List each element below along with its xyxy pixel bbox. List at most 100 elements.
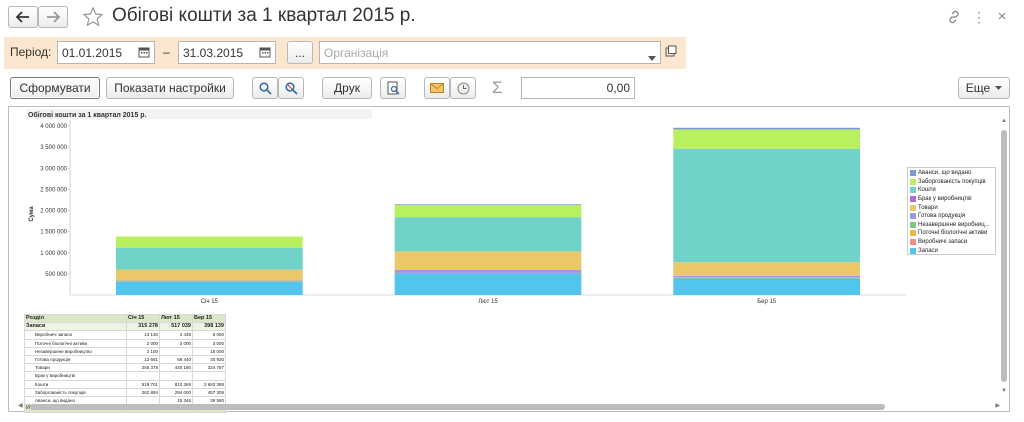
chart-title: Обігові кошти за 1 квартал 2015 р. [28, 111, 147, 119]
table-cell: 2 000 [126, 338, 160, 348]
generate-button[interactable]: Сформувати [10, 77, 100, 99]
table-cell: 315 278 [126, 322, 160, 332]
table-header-cell: Січ 15 [126, 313, 160, 324]
table-row: Незавершене виробництво 2 100 15 000 [24, 346, 226, 356]
scroll-down-icon[interactable]: ▼ [1001, 388, 1007, 394]
chevron-down-icon [995, 86, 1003, 90]
open-organization-icon[interactable] [665, 45, 679, 59]
calendar-icon[interactable] [259, 46, 271, 61]
legend-swatch [910, 247, 916, 254]
legend-item: Готова продукція [910, 212, 995, 221]
table-header-row: Розділ Січ 15 Лют 15 Бер 15 [24, 313, 226, 324]
table-row: Брак у виробництві [24, 371, 226, 381]
legend-swatch [910, 239, 916, 246]
bar-segment[interactable] [673, 262, 861, 276]
bar-segment[interactable] [394, 204, 582, 218]
x-tick-label: Бер 15 [757, 299, 777, 305]
table-cell: 2 683 389 [192, 379, 226, 389]
date-to-input[interactable]: 31.03.2015 [178, 41, 276, 64]
y-tick-label: 2 000 000 [40, 209, 67, 215]
bar-segment[interactable] [394, 269, 582, 273]
close-icon[interactable]: × [997, 8, 1007, 25]
legend-swatch [910, 178, 916, 185]
chevron-down-icon[interactable] [648, 50, 656, 64]
organization-field[interactable]: Організація [319, 41, 661, 64]
bar-segment[interactable] [673, 277, 861, 278]
forward-button[interactable] [38, 6, 68, 28]
horizontal-scroll-thumb[interactable] [30, 404, 885, 410]
vertical-scroll-thumb[interactable] [1001, 130, 1007, 382]
bar-segment[interactable] [115, 281, 303, 295]
table-cell: Товари [24, 363, 127, 373]
preview-button[interactable] [380, 77, 406, 99]
table-row: Заборгованість покупців 262 884 294 000 457… [24, 387, 226, 397]
back-button[interactable] [8, 6, 38, 28]
bar-segment[interactable] [115, 247, 303, 270]
table-cell: Кошти [24, 379, 127, 389]
scroll-right-icon[interactable]: ▶ [995, 403, 1000, 409]
table-cell [192, 371, 226, 381]
bar-segment[interactable] [394, 273, 582, 295]
bar-segment[interactable] [115, 236, 303, 248]
bar-segment[interactable] [115, 269, 303, 281]
bar-segment[interactable] [115, 280, 303, 281]
show-settings-button[interactable]: Показати настройки [106, 77, 234, 99]
legend-swatch [910, 221, 916, 228]
table-row: Товари 255 378 440 180 324 787 [24, 363, 226, 373]
y-tick-label: 3 000 000 [40, 166, 67, 172]
cancel-search-button[interactable] [278, 77, 304, 99]
sum-field: 0,00 [521, 77, 635, 99]
y-tick-label: 1 500 000 [40, 230, 67, 236]
legend-item: Заборгованість покупців [910, 178, 995, 187]
bar-segment[interactable] [673, 127, 861, 130]
scroll-up-icon[interactable]: ▲ [1001, 118, 1007, 124]
legend-label: Незавершене виробниц... [918, 221, 990, 228]
bar-segment[interactable] [673, 278, 861, 295]
bar-segment[interactable] [673, 129, 861, 149]
legend-swatch [910, 230, 916, 237]
page-title: Обігові кошти за 1 квартал 2015 р. [112, 5, 416, 26]
table-cell: 517 039 [159, 322, 193, 332]
legend-label: Заборгованість покупців [918, 178, 986, 185]
bar-segment[interactable] [394, 204, 582, 205]
table-cell [126, 371, 160, 381]
table-cell: 294 000 [159, 387, 193, 397]
bar-segment[interactable] [673, 148, 861, 263]
send-mail-button[interactable] [424, 77, 450, 99]
table-cell: 3 000 [159, 338, 193, 348]
legend-label: Аванси, що видано [918, 170, 972, 177]
table-cell: 6 060 [192, 330, 226, 340]
bar-segment[interactable] [394, 217, 582, 252]
table-cell: 13 130 [126, 330, 160, 340]
scroll-left-icon[interactable]: ◀ [18, 403, 23, 409]
table-cell: 324 787 [192, 363, 226, 373]
legend-label: Виробничі запаси [918, 239, 968, 246]
legend-label: Товари [918, 204, 938, 211]
horizontal-scrollbar[interactable]: ◀ ▶ [18, 403, 1000, 411]
data-table: Розділ Січ 15 Лют 15 Бер 15 Запаси 315 278 517… [24, 313, 226, 414]
legend-swatch [910, 204, 916, 211]
vertical-scrollbar[interactable]: ▲ ▼ [1000, 118, 1008, 398]
y-tick-label: 4 000 000 [40, 124, 67, 130]
arrow-right-icon [47, 11, 60, 23]
bar-segment[interactable] [673, 275, 861, 278]
select-period-button[interactable]: ... [287, 41, 313, 64]
favorite-star-icon[interactable] [82, 6, 104, 28]
table-row: Виробничі запаси 13 130 2 435 6 060 [24, 330, 226, 340]
print-button[interactable]: Друк [322, 77, 372, 99]
date-from-input[interactable]: 01.01.2015 [57, 41, 155, 64]
y-tick-label: 1 000 000 [40, 251, 67, 257]
table-cell: 810 369 [159, 379, 193, 389]
search-button[interactable] [252, 77, 278, 99]
legend-label: Брак у виробництві [918, 196, 972, 203]
more-menu-button[interactable]: Еще [958, 77, 1010, 99]
history-button[interactable] [450, 77, 476, 99]
table-cell [159, 346, 193, 356]
sigma-icon: Σ [492, 78, 503, 97]
table-cell: 15 000 [192, 346, 226, 356]
calendar-icon[interactable] [138, 46, 150, 61]
link-icon[interactable] [946, 9, 962, 25]
legend-label: Готова продукція [918, 213, 966, 220]
bar-segment[interactable] [394, 251, 582, 270]
legend-item: Незавершене виробниц... [910, 221, 995, 230]
